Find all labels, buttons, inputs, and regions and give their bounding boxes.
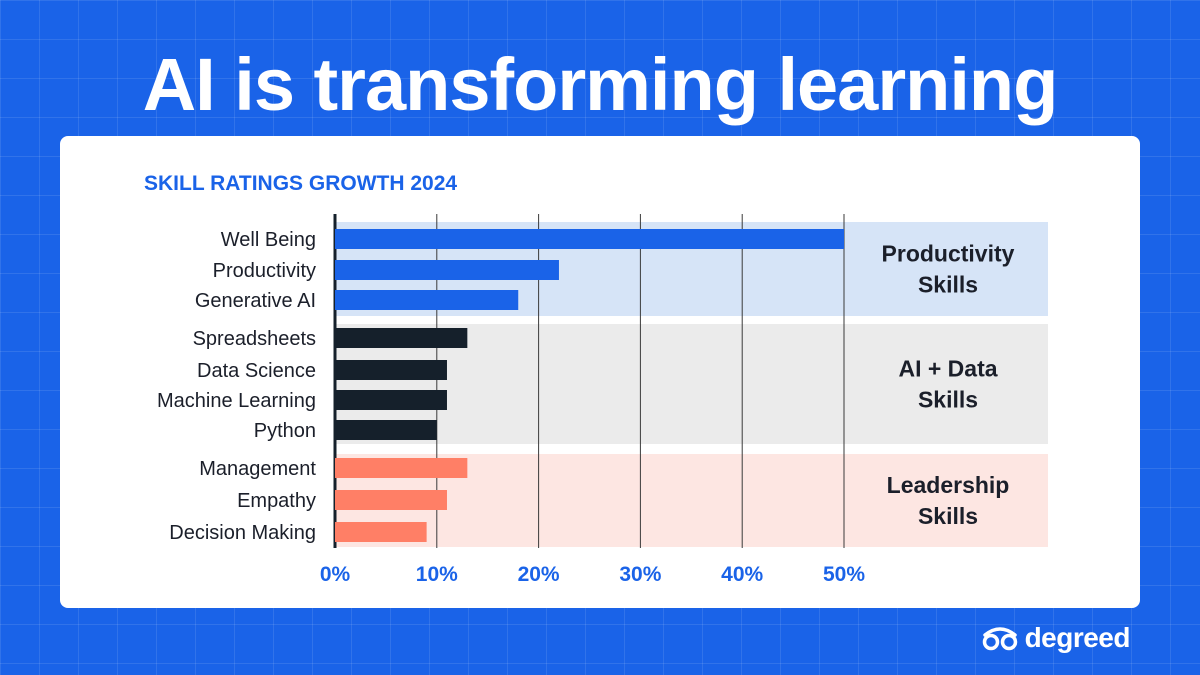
category-label: Generative AI bbox=[195, 290, 316, 312]
page-headline: AI is transforming learning bbox=[142, 43, 1059, 126]
category-label: Well Being bbox=[221, 229, 316, 251]
chart-title: SKILL RATINGS GROWTH 2024 bbox=[144, 172, 457, 195]
category-label: Spreadsheets bbox=[193, 328, 316, 350]
group-label: Skills bbox=[918, 503, 978, 529]
group-label: Leadership bbox=[887, 472, 1010, 498]
bar bbox=[335, 420, 437, 440]
bar bbox=[335, 229, 844, 249]
brand-name: degreed bbox=[1024, 622, 1131, 653]
skill-ratings-chart: SKILL RATINGS GROWTH 2024 Well Being Prod… bbox=[144, 172, 1048, 586]
category-label: Decision Making bbox=[169, 522, 316, 544]
category-label: Management bbox=[199, 458, 316, 480]
bar bbox=[335, 490, 447, 510]
x-tick-label: 20% bbox=[518, 563, 560, 586]
bar bbox=[335, 290, 519, 310]
category-label: Productivity bbox=[213, 260, 316, 282]
bar bbox=[335, 390, 447, 410]
bar bbox=[335, 360, 447, 380]
category-label: Machine Learning bbox=[157, 390, 316, 412]
category-label: Python bbox=[254, 420, 316, 442]
x-tick-label: 10% bbox=[416, 563, 458, 586]
bar bbox=[335, 260, 559, 280]
x-tick-label: 50% bbox=[823, 563, 865, 586]
x-tick-label: 0% bbox=[320, 563, 351, 586]
group-label: Productivity bbox=[882, 241, 1015, 267]
group-label: Skills bbox=[918, 387, 978, 413]
x-tick-label: 40% bbox=[721, 563, 763, 586]
x-tick-label: 30% bbox=[619, 563, 661, 586]
category-label: Empathy bbox=[237, 490, 316, 512]
brand-logo: degreed bbox=[981, 622, 1131, 654]
bar bbox=[335, 328, 468, 348]
degreed-glasses-logo-icon bbox=[982, 627, 1017, 651]
group-label: Skills bbox=[918, 272, 978, 298]
chart-card: SKILL RATINGS GROWTH 2024 Well Being Prod… bbox=[60, 136, 1140, 608]
category-label: Data Science bbox=[197, 360, 316, 382]
bar bbox=[335, 458, 468, 478]
bar bbox=[335, 522, 427, 542]
group-label: AI + Data bbox=[898, 356, 997, 382]
